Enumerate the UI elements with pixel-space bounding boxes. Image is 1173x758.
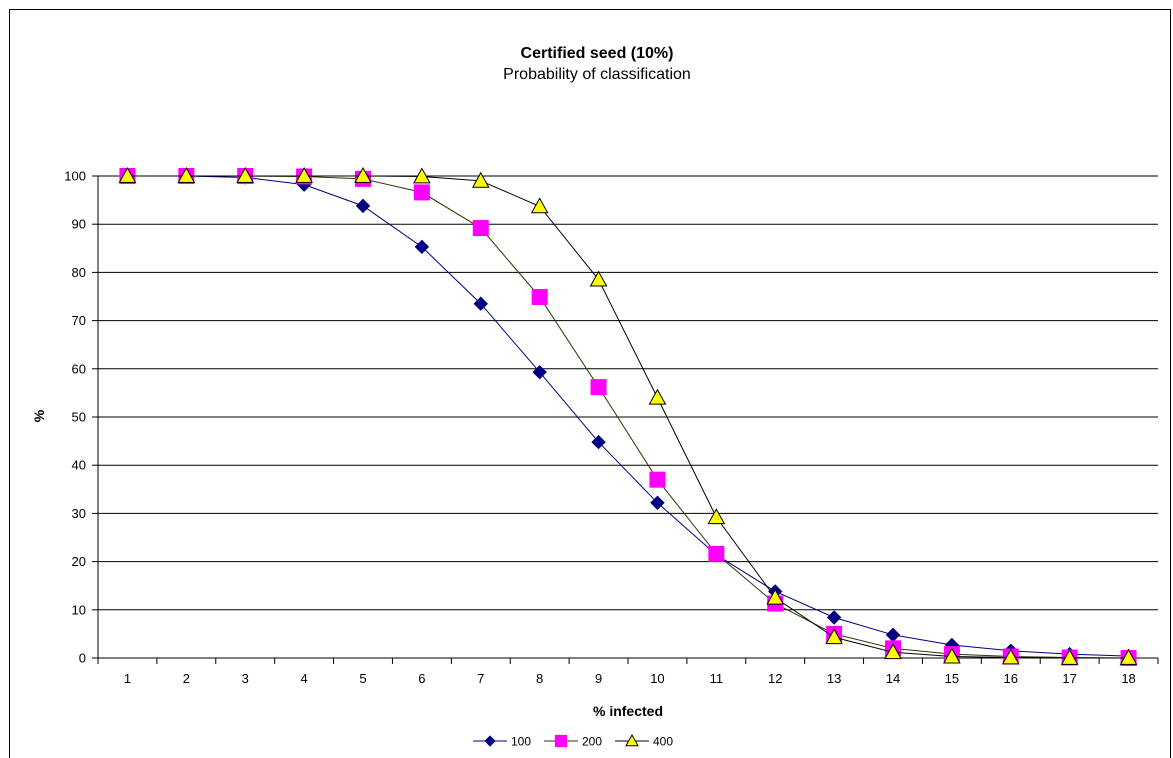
- data-point-400: [884, 643, 902, 660]
- x-axis-title: % infected: [593, 703, 663, 719]
- chart-frame: [9, 9, 1171, 758]
- y-tick-label: 100: [64, 169, 86, 184]
- series-100: [120, 168, 1136, 664]
- x-tick-label: 13: [827, 671, 841, 686]
- data-point-200: [531, 288, 548, 305]
- data-point-400: [1001, 648, 1020, 665]
- legend-marker-400: [625, 733, 639, 747]
- legend-label-200: 200: [582, 735, 602, 749]
- data-point-100: [414, 239, 430, 255]
- data-point-100: [473, 296, 488, 311]
- axes: [97, 176, 1159, 664]
- data-point-100: [355, 198, 371, 214]
- data-point-400: [1060, 648, 1079, 665]
- y-tick-label: 20: [72, 554, 86, 569]
- data-point-400: [118, 166, 137, 183]
- data-point-200: [413, 184, 430, 201]
- x-tick-label: 11: [710, 671, 724, 686]
- legend-marker-200: [554, 734, 568, 748]
- x-tick-label: 2: [183, 671, 190, 686]
- x-tick-label: 14: [886, 671, 900, 686]
- legend-label-400: 400: [653, 735, 673, 749]
- data-point-400: [354, 166, 372, 183]
- data-point-100: [650, 495, 665, 511]
- data-point-100: [885, 627, 901, 643]
- y-tick-label: 30: [72, 506, 86, 521]
- data-point-400: [766, 588, 785, 605]
- x-tick-label: 18: [1121, 671, 1135, 686]
- y-tick-label: 60: [72, 361, 86, 376]
- y-tick-label: 50: [72, 410, 86, 425]
- y-tick-label: 0: [79, 651, 86, 666]
- y-tick-label: 90: [72, 217, 86, 232]
- data-point-400: [825, 628, 843, 645]
- data-point-100: [826, 610, 842, 625]
- data-point-400: [707, 508, 726, 525]
- x-tick-label: 16: [1004, 671, 1018, 686]
- chart-title: Certified seed (10%): [521, 45, 674, 62]
- x-tick-label: 1: [124, 671, 131, 686]
- x-tick-label: 9: [595, 671, 602, 686]
- y-axis-title: %: [31, 409, 47, 422]
- data-point-400: [413, 167, 431, 184]
- legend-label-100: 100: [511, 735, 531, 749]
- series-line-400: [127, 175, 1129, 659]
- data-point-400: [295, 166, 313, 183]
- x-tick-label: 3: [242, 671, 249, 686]
- chart-subtitle: Probability of classification: [503, 66, 691, 83]
- x-tick-labels: 1 2 3 4 5 6 7 8 9 10 11 12 13 14 15 16 17 18: [124, 671, 1136, 686]
- x-tick-label: 5: [359, 671, 366, 686]
- series-group: [118, 166, 1138, 666]
- data-point-400: [1119, 648, 1138, 665]
- legend: 100 200 400: [473, 733, 673, 749]
- x-tick-label: 10: [650, 671, 664, 686]
- x-tick-label: 17: [1062, 671, 1076, 686]
- data-point-400: [943, 647, 961, 664]
- data-point-400: [177, 166, 196, 183]
- data-point-200: [590, 379, 607, 396]
- data-point-400: [471, 171, 490, 188]
- data-point-100: [532, 364, 547, 380]
- data-point-100: [591, 434, 606, 450]
- gridlines: [92, 175, 1158, 659]
- x-tick-label: 15: [945, 671, 959, 686]
- data-point-400: [648, 388, 667, 405]
- legend-marker-100: [484, 735, 496, 747]
- x-tick-label: 7: [477, 671, 484, 686]
- x-tick-label: 6: [418, 671, 425, 686]
- y-tick-label: 10: [72, 602, 86, 617]
- data-point-200: [708, 545, 725, 562]
- x-tick-label: 8: [536, 671, 543, 686]
- data-point-400: [530, 197, 549, 214]
- data-point-400: [236, 166, 255, 183]
- data-point-200: [649, 471, 666, 488]
- y-tick-labels: 0 10 20 30 40 50 60 70 80 90 100: [64, 169, 86, 666]
- data-point-400: [589, 270, 608, 287]
- series-line-100: [127, 175, 1129, 657]
- series-400: [118, 166, 1138, 665]
- x-tick-label: 4: [300, 671, 307, 686]
- y-tick-label: 80: [72, 265, 86, 280]
- y-tick-label: 40: [72, 458, 86, 473]
- y-tick-label: 70: [72, 313, 86, 328]
- x-tick-label: 12: [768, 671, 782, 686]
- data-point-200: [472, 220, 489, 237]
